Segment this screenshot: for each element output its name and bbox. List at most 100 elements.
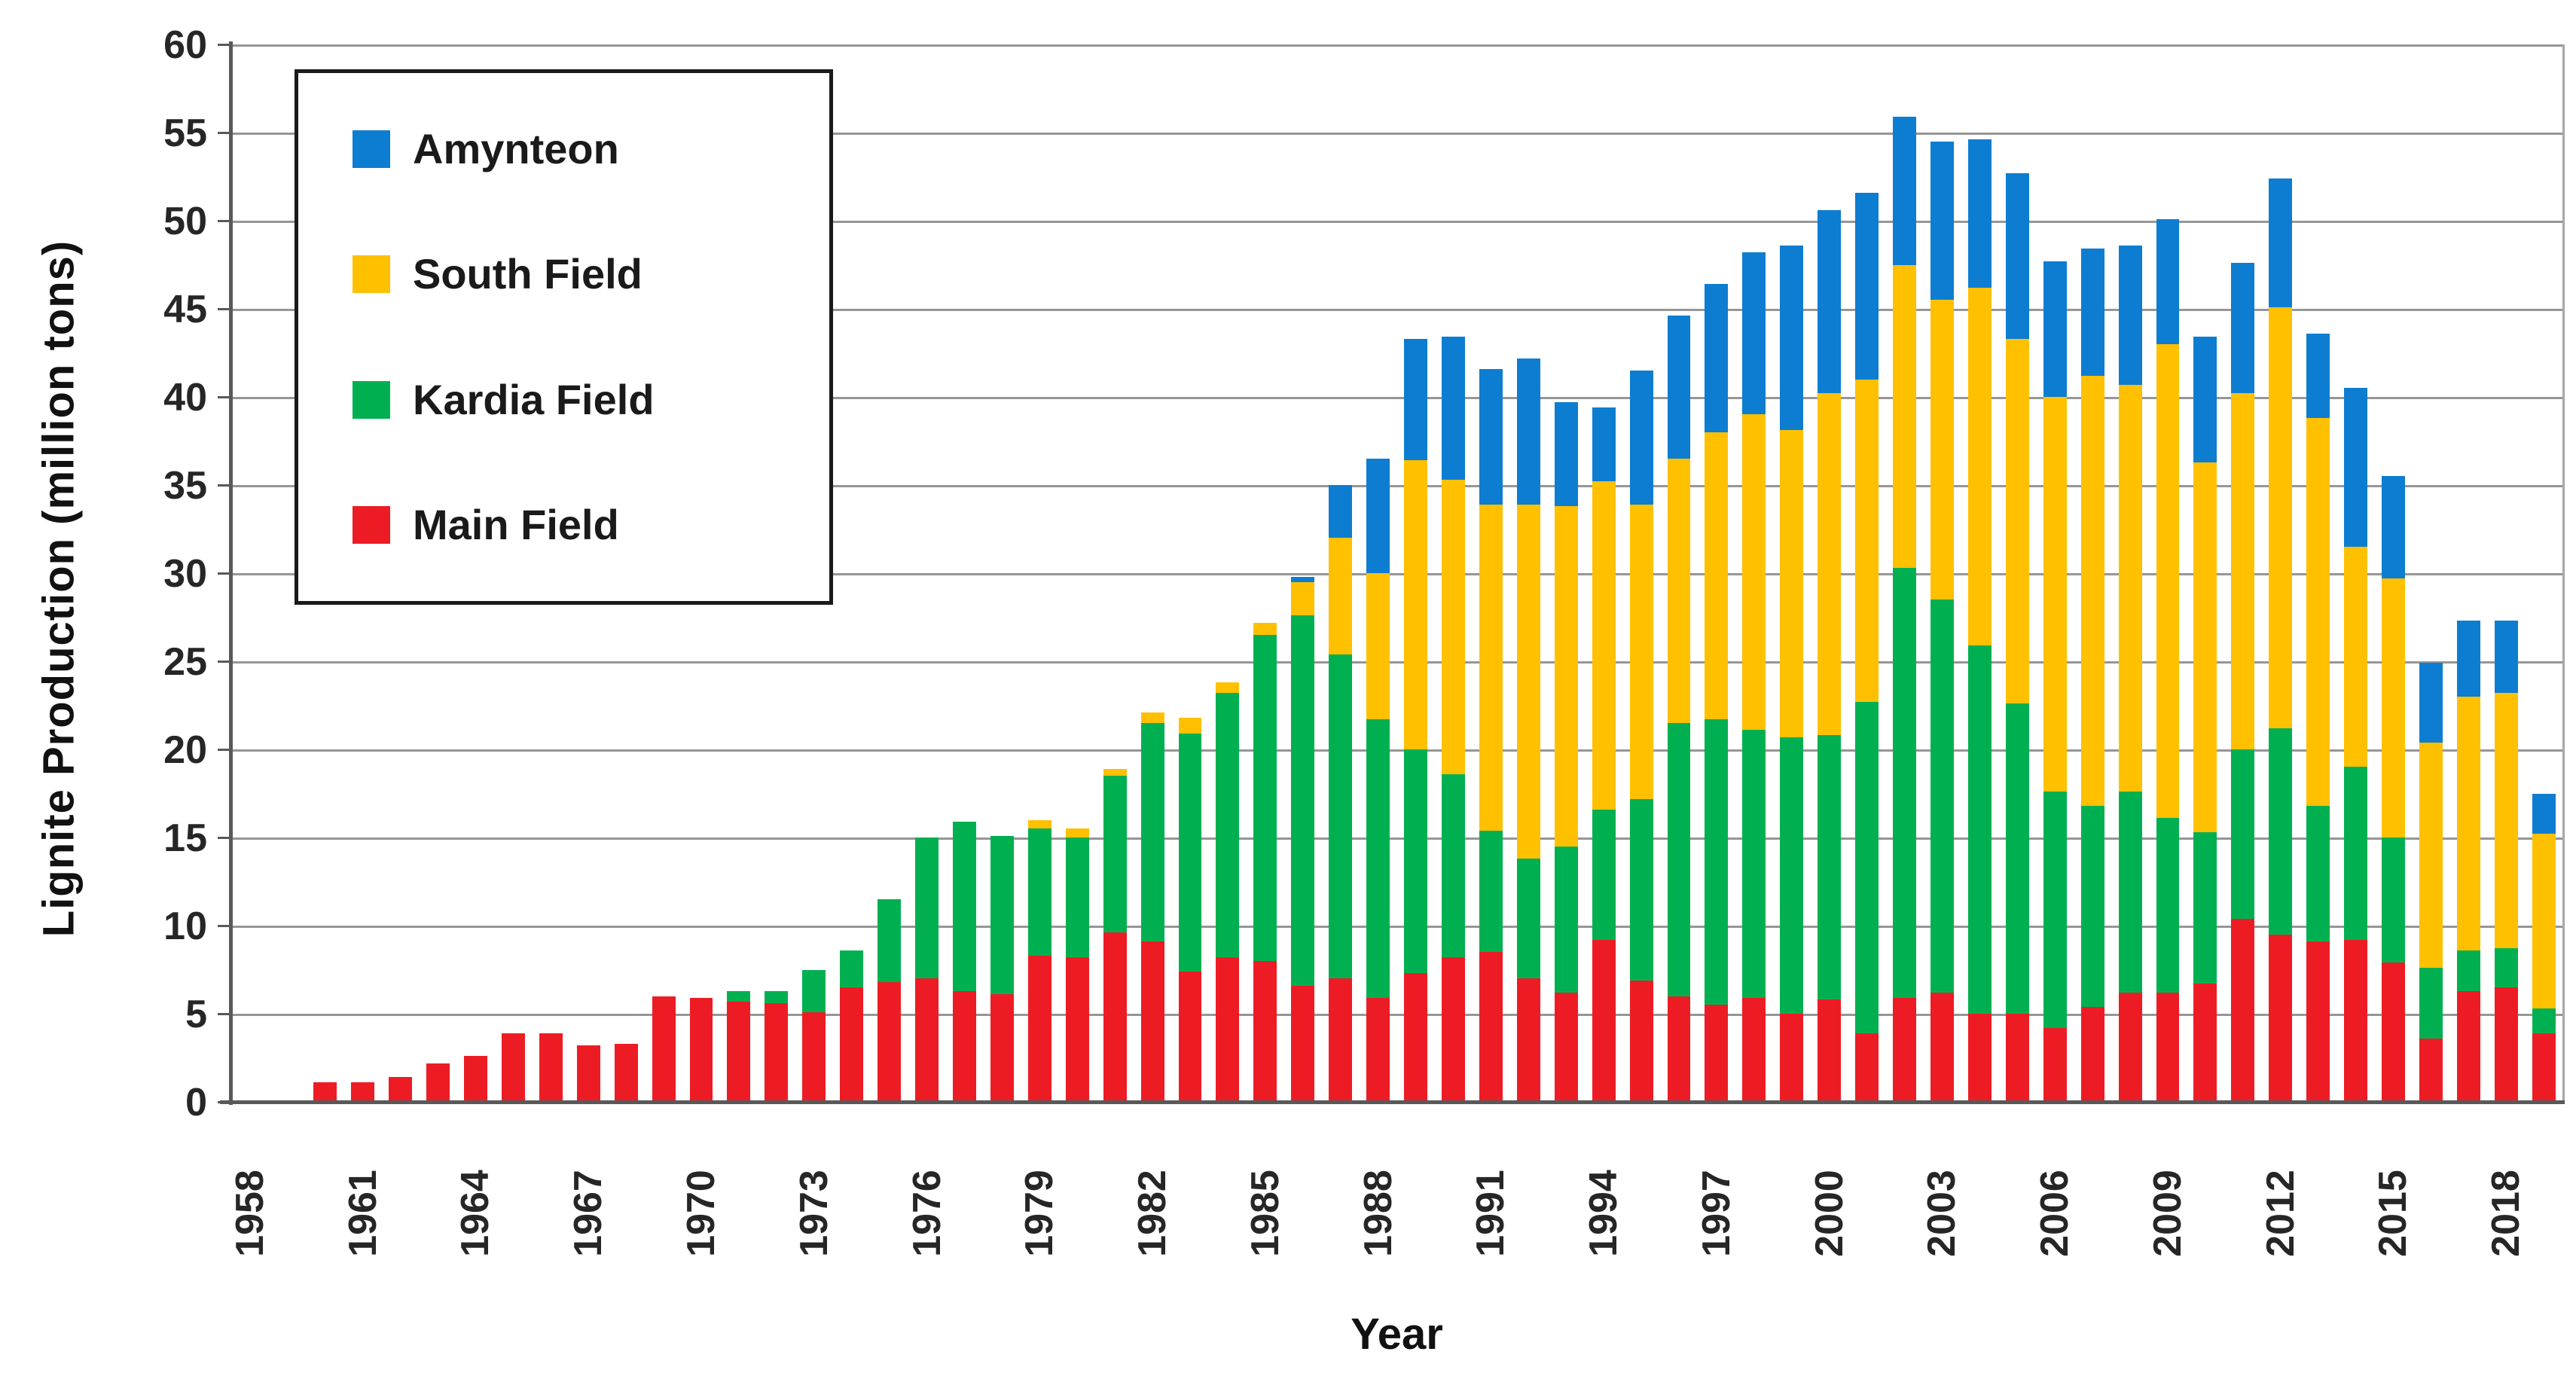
stacked-bar-1988[interactable]: [1366, 44, 1390, 1102]
segment-south-field-1997[interactable]: [1705, 432, 1729, 720]
segment-main-field-2002[interactable]: [1893, 997, 1916, 1102]
stacked-bar-1987[interactable]: [1329, 44, 1353, 1102]
segment-main-field-2004[interactable]: [1967, 1014, 1992, 1102]
segment-south-field-2011[interactable]: [2231, 393, 2255, 750]
segment-amynteon-1995[interactable]: [1629, 370, 1653, 505]
segment-south-field-2017[interactable]: [2456, 696, 2480, 950]
segment-amynteon-2009[interactable]: [2156, 218, 2180, 344]
segment-amynteon-2005[interactable]: [2005, 172, 2029, 339]
segment-amynteon-1987[interactable]: [1329, 485, 1353, 539]
stacked-bar-1986[interactable]: [1291, 44, 1315, 1102]
segment-main-field-1963[interactable]: [426, 1063, 450, 1102]
segment-kardia-field-1972[interactable]: [765, 990, 789, 1003]
segment-amynteon-2002[interactable]: [1893, 116, 1916, 265]
segment-south-field-1981[interactable]: [1103, 768, 1127, 776]
segment-amynteon-2016[interactable]: [2419, 663, 2443, 743]
segment-kardia-field-1997[interactable]: [1705, 719, 1729, 1005]
segment-amynteon-2008[interactable]: [2118, 245, 2142, 385]
stacked-bar-1970[interactable]: [689, 44, 713, 1102]
segment-kardia-field-2005[interactable]: [2005, 703, 2029, 1014]
segment-main-field-1983[interactable]: [1178, 971, 1202, 1102]
stacked-bar-1978[interactable]: [990, 44, 1014, 1102]
segment-main-field-1969[interactable]: [652, 996, 676, 1102]
segment-main-field-2007[interactable]: [2080, 1006, 2104, 1102]
segment-south-field-1982[interactable]: [1140, 712, 1164, 723]
segment-south-field-1991[interactable]: [1479, 504, 1503, 831]
segment-south-field-2014[interactable]: [2344, 546, 2368, 767]
stacked-bar-1962[interactable]: [389, 44, 413, 1102]
segment-amynteon-1993[interactable]: [1554, 402, 1578, 507]
stacked-bar-1977[interactable]: [953, 44, 976, 1102]
segment-amynteon-1992[interactable]: [1516, 358, 1540, 505]
segment-main-field-1998[interactable]: [1742, 997, 1766, 1102]
segment-main-field-1994[interactable]: [1592, 939, 1616, 1102]
segment-kardia-field-1983[interactable]: [1178, 733, 1202, 972]
segment-south-field-1980[interactable]: [1065, 828, 1089, 838]
segment-amynteon-1999[interactable]: [1780, 245, 1804, 431]
segment-south-field-2012[interactable]: [2269, 307, 2293, 728]
segment-kardia-field-2017[interactable]: [2456, 950, 2480, 991]
segment-main-field-1996[interactable]: [1667, 996, 1691, 1102]
segment-south-field-1998[interactable]: [1742, 414, 1766, 731]
segment-kardia-field-2014[interactable]: [2344, 767, 2368, 940]
stacked-bar-2006[interactable]: [2043, 44, 2067, 1102]
legend-item-kardia-field[interactable]: Kardia Field: [353, 378, 829, 421]
segment-kardia-field-2009[interactable]: [2156, 818, 2180, 993]
stacked-bar-1996[interactable]: [1667, 44, 1691, 1102]
segment-main-field-2014[interactable]: [2344, 939, 2368, 1102]
stacked-bar-2017[interactable]: [2456, 44, 2480, 1102]
segment-main-field-1995[interactable]: [1629, 980, 1653, 1102]
segment-kardia-field-1994[interactable]: [1592, 809, 1616, 940]
segment-kardia-field-2016[interactable]: [2419, 968, 2443, 1039]
segment-amynteon-1991[interactable]: [1479, 368, 1503, 505]
segment-kardia-field-1993[interactable]: [1554, 846, 1578, 993]
segment-south-field-1979[interactable]: [1027, 819, 1051, 829]
segment-kardia-field-1986[interactable]: [1291, 615, 1315, 986]
legend-item-main-field[interactable]: Main Field: [353, 503, 829, 546]
segment-kardia-field-1981[interactable]: [1103, 776, 1127, 933]
segment-main-field-2015[interactable]: [2382, 963, 2405, 1102]
segment-kardia-field-1971[interactable]: [727, 990, 751, 1002]
segment-south-field-1984[interactable]: [1216, 682, 1240, 694]
segment-kardia-field-1990[interactable]: [1441, 773, 1465, 958]
segment-kardia-field-2015[interactable]: [2382, 837, 2405, 963]
stacked-bar-1984[interactable]: [1216, 44, 1240, 1102]
segment-kardia-field-2004[interactable]: [1967, 645, 1992, 1014]
stacked-bar-1983[interactable]: [1178, 44, 1202, 1102]
segment-kardia-field-1988[interactable]: [1366, 719, 1390, 998]
stacked-bar-2015[interactable]: [2382, 44, 2405, 1102]
segment-kardia-field-1996[interactable]: [1667, 722, 1691, 996]
segment-amynteon-1986[interactable]: [1291, 576, 1315, 582]
stacked-bar-1985[interactable]: [1253, 44, 1277, 1102]
segment-main-field-2019[interactable]: [2532, 1033, 2556, 1102]
segment-amynteon-1990[interactable]: [1441, 337, 1465, 480]
segment-amynteon-2019[interactable]: [2532, 793, 2556, 834]
segment-kardia-field-1980[interactable]: [1065, 837, 1089, 958]
segment-south-field-1990[interactable]: [1441, 480, 1465, 774]
segment-south-field-1996[interactable]: [1667, 458, 1691, 723]
segment-amynteon-2011[interactable]: [2231, 263, 2255, 394]
segment-south-field-2018[interactable]: [2494, 693, 2518, 949]
segment-amynteon-1988[interactable]: [1366, 458, 1390, 574]
segment-main-field-1971[interactable]: [727, 1001, 751, 1102]
segment-main-field-2009[interactable]: [2156, 992, 2180, 1102]
segment-amynteon-2004[interactable]: [1967, 139, 1992, 288]
segment-kardia-field-1978[interactable]: [990, 835, 1014, 995]
segment-main-field-1979[interactable]: [1027, 955, 1051, 1102]
segment-main-field-1972[interactable]: [765, 1002, 789, 1102]
segment-main-field-1981[interactable]: [1103, 932, 1127, 1102]
segment-amynteon-2013[interactable]: [2306, 333, 2330, 419]
segment-south-field-2019[interactable]: [2532, 834, 2556, 1008]
segment-kardia-field-2018[interactable]: [2494, 948, 2518, 987]
stacked-bar-1960[interactable]: [313, 44, 337, 1102]
stacked-bar-1981[interactable]: [1103, 44, 1127, 1102]
segment-main-field-2005[interactable]: [2005, 1014, 2029, 1102]
segment-main-field-1974[interactable]: [840, 987, 864, 1102]
segment-main-field-1980[interactable]: [1065, 957, 1089, 1102]
stacked-bar-1966[interactable]: [539, 44, 563, 1102]
stacked-bar-1961[interactable]: [351, 44, 375, 1102]
segment-south-field-1992[interactable]: [1516, 504, 1540, 859]
stacked-bar-1976[interactable]: [915, 44, 939, 1102]
stacked-bar-1991[interactable]: [1479, 44, 1503, 1102]
segment-kardia-field-1975[interactable]: [877, 899, 902, 982]
